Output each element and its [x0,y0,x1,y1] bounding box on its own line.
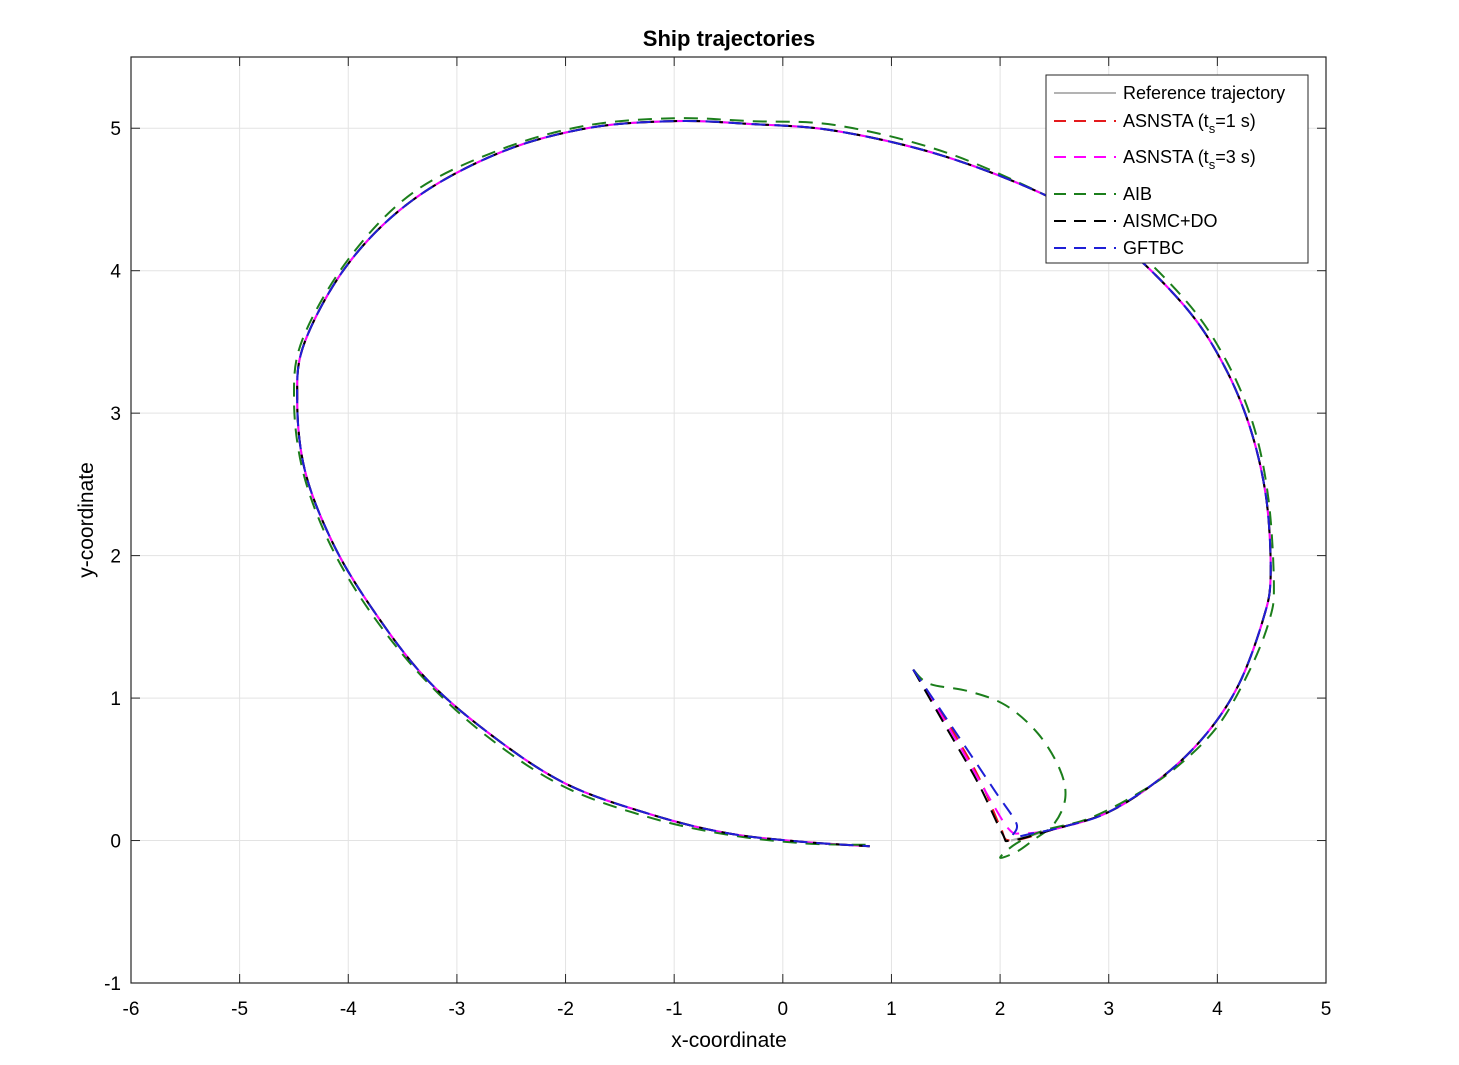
x-tick-label: -3 [448,999,465,1020]
x-tick-label: 4 [1212,999,1223,1020]
legend-label-subscript: s [1209,157,1216,172]
axes-box [130,56,1327,984]
legend-label-tail: =1 s) [1215,111,1256,131]
y-tick-label: 3 [110,404,121,425]
legend-label: AIB [1123,184,1152,204]
x-tick-label: 2 [995,999,1006,1020]
series-line-gftbc [296,119,1272,848]
legend-label-subscript: s [1209,121,1216,136]
legend-label: GFTBC [1123,238,1184,258]
chart-title: Ship trajectories [643,26,815,51]
legend-label-main: Reference trajectory [1123,83,1285,103]
y-tick-label: -1 [104,974,121,995]
legend-box [1045,74,1309,264]
x-tick-label: -1 [666,999,683,1020]
y-tick-label: 2 [110,547,121,568]
legend-label-main: AIB [1123,184,1152,204]
x-tick-label: 1 [886,999,897,1020]
y-tick-label: 0 [110,832,121,853]
x-tick-label: -5 [231,999,248,1020]
x-axis-label: x-coordinate [671,1029,787,1052]
legend-label: ASNSTA (ts=1 s) [1123,111,1256,136]
x-tick-label: 3 [1103,999,1114,1020]
legend-label-main: GFTBC [1123,238,1184,258]
legend-label: ASNSTA (ts=3 s) [1123,147,1256,172]
x-tick-label: -2 [557,999,574,1020]
x-tick-label: 0 [778,999,789,1020]
series-line-aismc-do [296,119,1272,848]
x-tick-label: -4 [340,999,357,1020]
legend-label: AISMC+DO [1123,211,1218,231]
y-tick-label: 5 [110,119,121,140]
legend-label-main: AISMC+DO [1123,211,1218,231]
y-tick-label: 1 [110,689,121,710]
tick-marks: -6 -5 -4 -3 -2 -1 0 1 2 3 4 5 -1 0 1 2 3 4 5 [104,57,1331,1020]
legend-label: Reference trajectory [1123,83,1285,103]
x-tick-label: -6 [123,999,140,1020]
x-tick-label: 5 [1321,999,1332,1020]
y-axis-label: y-coordinate [75,462,98,578]
legend-label-main: ASNSTA (t [1123,147,1209,167]
y-tick-label: 4 [110,262,121,283]
legend-label-tail: =3 s) [1215,147,1256,167]
legend-label-main: ASNSTA (t [1123,111,1209,131]
